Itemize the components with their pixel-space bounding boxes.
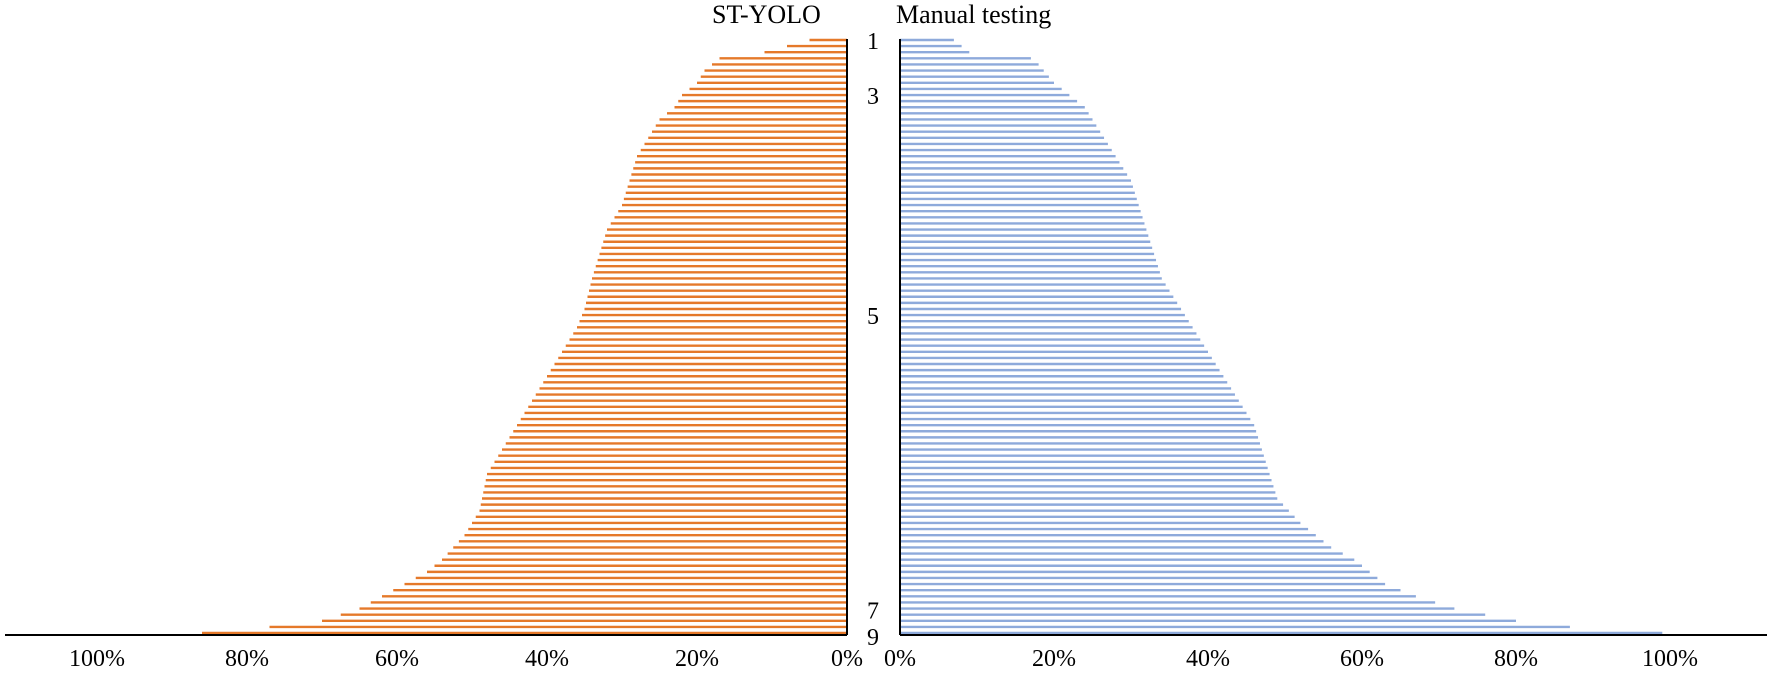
manual-testing-x-tick-0: 0%: [884, 646, 916, 672]
st-yolo-x-tick-0: 100%: [69, 646, 125, 672]
st-yolo-bar-series: [202, 38, 847, 635]
panel-title-manual-testing: Manual testing: [896, 0, 1051, 29]
x-tick-labels-manual-testing: 0% 20% 40% 60% 80% 100%: [884, 646, 1698, 672]
st-yolo-x-tick-3: 40%: [525, 646, 569, 672]
manual-testing-x-tick-2: 40%: [1186, 646, 1230, 672]
manual-testing-x-tick-3: 60%: [1340, 646, 1384, 672]
x-tick-labels-st-yolo: 100% 80% 60% 40% 20% 0%: [69, 646, 863, 672]
panel-title-st-yolo: ST-YOLO: [712, 0, 821, 29]
row-label-3: 3: [867, 84, 879, 110]
st-yolo-x-tick-5: 0%: [831, 646, 863, 672]
manual-testing-x-tick-4: 80%: [1494, 646, 1538, 672]
row-label-1: 1: [867, 29, 879, 55]
row-label-9: 9: [867, 625, 879, 651]
manual-testing-bar-series: [900, 38, 1663, 635]
manual-testing-x-tick-1: 20%: [1032, 646, 1076, 672]
st-yolo-x-tick-2: 60%: [375, 646, 419, 672]
manual-testing-x-tick-5: 100%: [1642, 646, 1698, 672]
st-yolo-x-tick-4: 20%: [675, 646, 719, 672]
row-labels: 1 3 5 79: [867, 29, 879, 651]
row-label-7: 7: [867, 599, 879, 625]
st-yolo-x-tick-1: 80%: [225, 646, 269, 672]
row-label-5: 5: [867, 304, 879, 330]
